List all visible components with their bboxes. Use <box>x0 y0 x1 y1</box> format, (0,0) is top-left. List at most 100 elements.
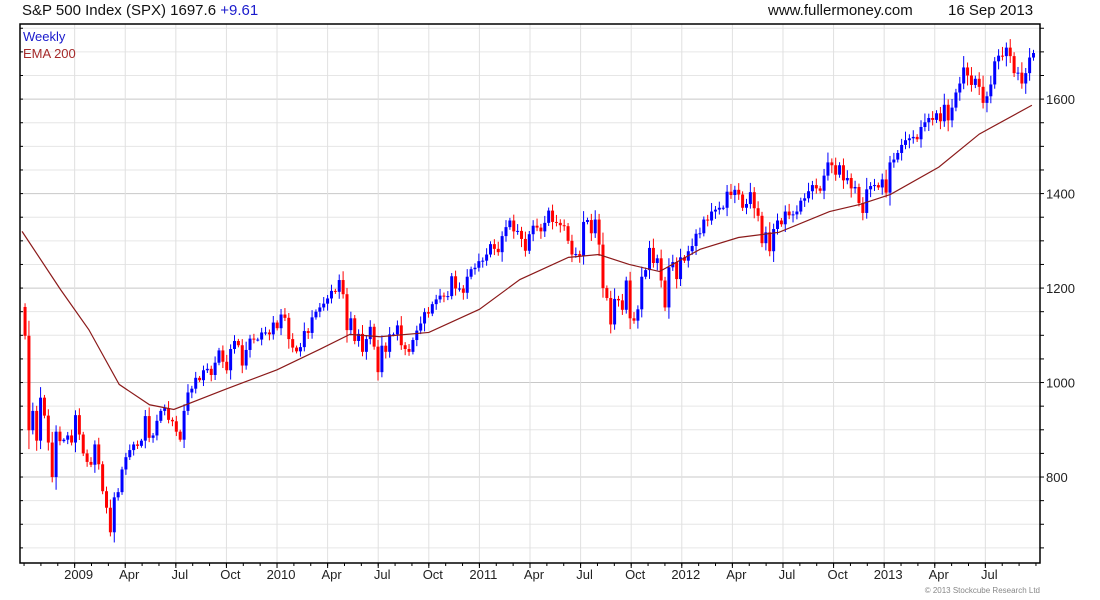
candle-down <box>523 238 527 251</box>
candle-down <box>403 345 407 350</box>
candle-up <box>151 435 155 438</box>
candle-down <box>787 211 791 216</box>
candle-down <box>345 294 349 331</box>
y-tick-label: 1400 <box>1046 187 1075 202</box>
candle-up <box>613 298 617 325</box>
candle-up <box>54 431 58 478</box>
candle-down <box>566 226 570 241</box>
candle-down <box>58 431 62 442</box>
candle-down <box>101 464 105 492</box>
candle-down <box>659 258 663 281</box>
candle-down <box>333 290 337 292</box>
site-url[interactable]: www.fullermoney.com <box>768 2 913 19</box>
candle-down <box>97 444 101 465</box>
candle-down <box>554 221 558 223</box>
candle-up <box>380 345 384 373</box>
candle-up <box>217 350 221 363</box>
candle-down <box>977 78 981 87</box>
candle-up <box>434 299 438 305</box>
candle-down <box>966 67 970 76</box>
candle-up <box>624 280 628 310</box>
candle-down <box>341 280 345 295</box>
candle-up <box>264 332 268 334</box>
candle-down <box>849 178 853 189</box>
candle-up <box>694 233 698 247</box>
candle-up <box>807 191 811 199</box>
candle-up <box>783 211 787 225</box>
candle-down <box>353 318 357 341</box>
candle-up <box>450 276 454 297</box>
candle-up <box>636 309 640 321</box>
candle-down <box>85 453 89 462</box>
chart-title: S&P 500 Index (SPX) 1697.6 +9.61 <box>22 2 258 19</box>
candle-up <box>516 230 520 232</box>
candle-up <box>73 415 77 443</box>
candle-up <box>120 469 124 493</box>
candle-down <box>737 189 741 195</box>
candle-down <box>275 322 279 329</box>
candle-down <box>89 461 93 465</box>
candle-down <box>174 421 178 432</box>
candle-up <box>395 325 399 335</box>
candle-up <box>942 104 946 122</box>
candle-down <box>360 333 364 352</box>
ema-200-line <box>21 104 1033 411</box>
candle-down <box>236 340 240 346</box>
candle-up <box>481 260 485 262</box>
candle-up <box>302 331 306 348</box>
candle-up <box>244 349 248 366</box>
candle-up <box>473 267 477 270</box>
candle-up <box>1004 47 1008 57</box>
candle-down <box>558 222 562 226</box>
candle-up <box>465 276 469 293</box>
candle-up <box>733 189 737 196</box>
last-price: 1697.6 <box>170 2 217 19</box>
candle-down <box>42 397 46 416</box>
candle-up <box>1024 73 1028 84</box>
copyright: © 2013 Stockcube Research Ltd <box>924 586 1040 595</box>
plot-frame <box>19 23 1041 564</box>
candle-up <box>31 410 35 431</box>
candle-down <box>768 232 772 252</box>
x-tick-label: Apr <box>929 567 950 582</box>
y-tick-label: 1200 <box>1046 281 1075 296</box>
candle-down <box>981 86 985 103</box>
candle-up <box>1016 72 1020 74</box>
candle-up <box>776 220 780 230</box>
candle-up <box>388 334 392 352</box>
candle-down <box>818 188 822 191</box>
candle-down <box>539 227 543 232</box>
x-tick-label: Jul <box>576 567 593 582</box>
candle-up <box>112 497 116 533</box>
candle-down <box>884 179 888 193</box>
candle-up <box>923 122 927 127</box>
candle-down <box>756 208 760 216</box>
candle-down <box>520 230 524 239</box>
candle-up <box>748 192 752 204</box>
candle-down <box>915 136 919 140</box>
legend-weekly: Weekly <box>23 29 66 44</box>
candle-up <box>124 457 128 470</box>
candle-up <box>744 203 748 208</box>
candle-up <box>1028 57 1032 74</box>
candle-up <box>423 312 427 324</box>
candle-up <box>349 318 353 331</box>
x-tick-label: Apr <box>726 567 747 582</box>
candle-up <box>419 323 423 331</box>
candle-up <box>721 207 725 209</box>
candle-down <box>23 306 27 336</box>
candle-up <box>919 126 923 140</box>
candle-up <box>869 186 873 190</box>
candle-up <box>888 162 892 193</box>
candle-up <box>958 83 962 93</box>
x-tick-label: Jul <box>172 567 189 582</box>
candle-up <box>803 198 807 201</box>
candle-down <box>597 219 601 245</box>
candle-up <box>717 207 721 210</box>
candle-down <box>77 415 81 435</box>
candle-up <box>962 67 966 84</box>
candle-down <box>105 491 109 508</box>
x-tick-label: Jul <box>374 567 391 582</box>
x-tick-label: Apr <box>119 567 140 582</box>
candle-up <box>997 55 1001 62</box>
